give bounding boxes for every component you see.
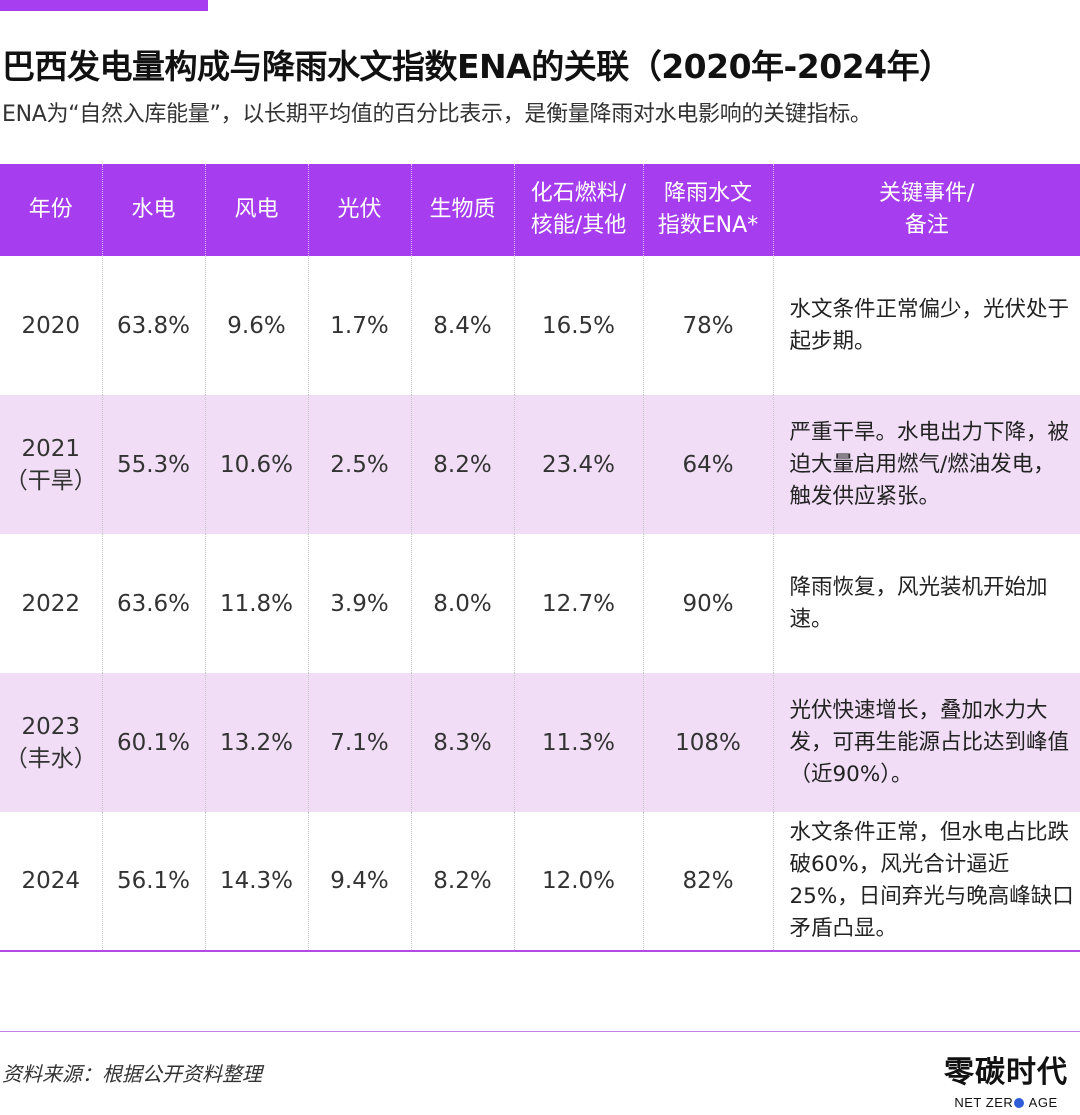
cell-fossil: 23.4% bbox=[513, 395, 643, 534]
cell-biomass: 8.2% bbox=[410, 395, 514, 534]
cell-hydro: 55.3% bbox=[101, 395, 205, 534]
cell-year: 2024 bbox=[21, 868, 81, 894]
cell-ena: 82% bbox=[642, 812, 773, 951]
cell-note: 降雨恢复，风光装机开始加速。 bbox=[772, 534, 1080, 673]
header-solar: 光伏 bbox=[307, 164, 411, 256]
source-note: 资料来源：根据公开资料整理 bbox=[2, 1062, 262, 1086]
page-title: 巴西发电量构成与降雨水文指数ENA的关联（2020年-2024年） bbox=[2, 47, 952, 86]
cell-biomass: 8.3% bbox=[410, 673, 514, 812]
brand-logo: 零碳时代 NET ZER AGE bbox=[936, 1055, 1076, 1111]
cell-solar: 1.7% bbox=[307, 256, 411, 395]
cell-ena: 108% bbox=[642, 673, 773, 812]
year-tag: （干旱） bbox=[4, 467, 97, 494]
cell-hydro: 63.8% bbox=[101, 256, 205, 395]
cell-wind: 9.6% bbox=[204, 256, 308, 395]
cell-solar: 2.5% bbox=[307, 395, 411, 534]
cell-solar: 9.4% bbox=[307, 812, 411, 951]
table-row: 2020 63.8% 9.6% 1.7% 8.4% 16.5% 78% 水文条件… bbox=[0, 256, 1080, 395]
data-table: 年份 水电 风电 光伏 生物质 化石燃料/核能/其他 降雨水文 指数ENA* 关键… bbox=[0, 164, 1080, 952]
cell-biomass: 8.0% bbox=[410, 534, 514, 673]
cell-fossil: 12.0% bbox=[513, 812, 643, 951]
logo-text-cn: 零碳时代 bbox=[944, 1055, 1068, 1090]
cell-year: 2021 （干旱） bbox=[0, 395, 102, 534]
cell-fossil: 16.5% bbox=[513, 256, 643, 395]
cell-fossil: 12.7% bbox=[513, 534, 643, 673]
cell-ena: 64% bbox=[642, 395, 773, 534]
cell-solar: 3.9% bbox=[307, 534, 411, 673]
top-accent-bar bbox=[0, 0, 208, 11]
header-ena: 降雨水文 指数ENA* bbox=[642, 164, 773, 256]
header-notes: 关键事件/备注 bbox=[772, 164, 1080, 256]
table-row: 2023 （丰水） 60.1% 13.2% 7.1% 8.3% 11.3% 108… bbox=[0, 673, 1080, 812]
logo-o-dot-icon bbox=[1014, 1098, 1025, 1108]
cell-note: 水文条件正常，但水电占比跌破60%，风光合计逼近25%，日间弃光与晚高峰缺口矛盾… bbox=[772, 812, 1080, 951]
cell-wind: 14.3% bbox=[204, 812, 308, 951]
cell-ena: 78% bbox=[642, 256, 773, 395]
cell-year: 2023 （丰水） bbox=[0, 673, 102, 812]
cell-hydro: 56.1% bbox=[101, 812, 205, 951]
header-biomass: 生物质 bbox=[410, 164, 514, 256]
cell-wind: 11.8% bbox=[204, 534, 308, 673]
cell-wind: 13.2% bbox=[204, 673, 308, 812]
cell-note: 严重干旱。水电出力下降，被迫大量启用燃气/燃油发电，触发供应紧张。 bbox=[772, 395, 1080, 534]
logo-text-en: NET ZER AGE bbox=[954, 1095, 1058, 1110]
year-tag: （丰水） bbox=[4, 745, 97, 772]
footer-divider bbox=[0, 1031, 1080, 1032]
page-subtitle: ENA为“自然入库能量”，以长期平均值的百分比表示，是衡量降雨对水电影响的关键指… bbox=[2, 102, 872, 127]
header-wind: 风电 bbox=[204, 164, 308, 256]
cell-ena: 90% bbox=[642, 534, 773, 673]
table-row: 2021 （干旱） 55.3% 10.6% 2.5% 8.2% 23.4% 64%… bbox=[0, 395, 1080, 534]
header-year: 年份 bbox=[28, 197, 73, 222]
cell-fossil: 11.3% bbox=[513, 673, 643, 812]
table-header-row: 年份 水电 风电 光伏 生物质 化石燃料/核能/其他 降雨水文 指数ENA* 关键… bbox=[0, 164, 1080, 256]
cell-biomass: 8.4% bbox=[410, 256, 514, 395]
table-row: 2024 56.1% 14.3% 9.4% 8.2% 12.0% 82% 水文条… bbox=[0, 812, 1080, 951]
cell-year: 2020 bbox=[21, 312, 81, 339]
cell-year: 2022 bbox=[21, 590, 81, 617]
header-fossil: 化石燃料/核能/其他 bbox=[513, 164, 643, 256]
cell-wind: 10.6% bbox=[204, 395, 308, 534]
cell-note: 水文条件正常偏少，光伏处于起步期。 bbox=[772, 256, 1080, 395]
cell-biomass: 8.2% bbox=[410, 812, 514, 951]
cell-hydro: 60.1% bbox=[101, 673, 205, 812]
header-hydro: 水电 bbox=[101, 164, 205, 256]
table-row: 2022 63.6% 11.8% 3.9% 8.0% 12.7% 90% 降雨恢… bbox=[0, 534, 1080, 673]
cell-solar: 7.1% bbox=[307, 673, 411, 812]
cell-note: 光伏快速增长，叠加水力大发，可再生能源占比达到峰值（近90%）。 bbox=[772, 673, 1080, 812]
cell-hydro: 63.6% bbox=[101, 534, 205, 673]
